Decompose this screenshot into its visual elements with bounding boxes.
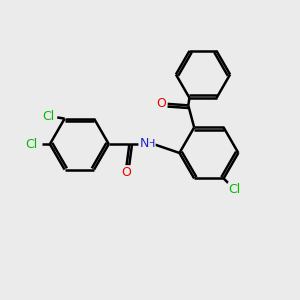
Text: H: H <box>146 139 155 149</box>
Text: Cl: Cl <box>26 138 38 151</box>
Text: N: N <box>140 137 149 150</box>
Text: O: O <box>156 98 166 110</box>
Text: Cl: Cl <box>42 110 55 123</box>
Text: O: O <box>122 166 131 179</box>
Text: Cl: Cl <box>229 183 241 196</box>
